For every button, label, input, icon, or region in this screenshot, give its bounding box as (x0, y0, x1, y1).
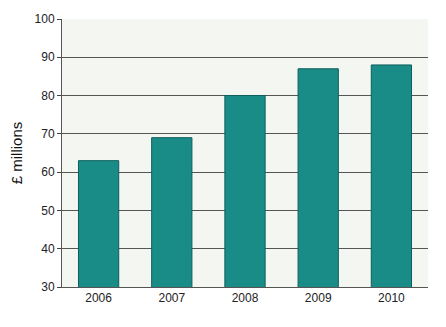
svg-text:40: 40 (41, 242, 55, 256)
svg-text:50: 50 (41, 204, 55, 218)
svg-text:2006: 2006 (85, 291, 112, 305)
svg-text:80: 80 (41, 89, 55, 103)
svg-text:90: 90 (41, 50, 55, 64)
svg-text:2010: 2010 (378, 291, 405, 305)
svg-text:30: 30 (41, 280, 55, 294)
svg-text:£ millions: £ millions (8, 122, 25, 185)
svg-text:2008: 2008 (232, 291, 259, 305)
svg-text:60: 60 (41, 165, 55, 179)
svg-text:100: 100 (35, 12, 55, 26)
svg-text:2009: 2009 (305, 291, 332, 305)
svg-text:2007: 2007 (158, 291, 185, 305)
svg-text:70: 70 (41, 127, 55, 141)
